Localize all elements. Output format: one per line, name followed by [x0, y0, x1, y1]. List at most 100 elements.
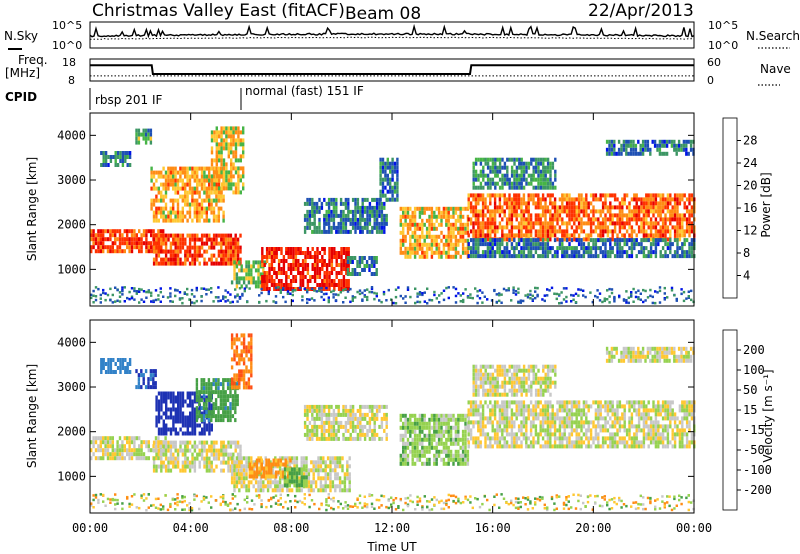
- power-cell: [570, 225, 574, 230]
- power-cell: [217, 198, 220, 203]
- colorbar-tick-label: 16: [743, 201, 757, 215]
- power-cell: [311, 201, 314, 206]
- power-cell: [208, 245, 211, 250]
- power-cell: [188, 174, 192, 179]
- power-cell: [270, 267, 274, 271]
- power-cell: [114, 249, 117, 254]
- power-cell: [205, 214, 208, 219]
- power-cell: [339, 197, 343, 202]
- power-cell: [240, 276, 243, 281]
- power-cell: [428, 222, 431, 227]
- power-cell: [529, 246, 533, 251]
- power-cell: [563, 197, 566, 202]
- velocity-cell: [240, 377, 243, 382]
- power-cell: [689, 147, 693, 152]
- power-cell: [618, 250, 622, 255]
- power-cell: [142, 136, 145, 141]
- power-cell: [289, 279, 293, 283]
- power-cell: [351, 209, 355, 214]
- power-cell: [215, 186, 218, 191]
- power-cell: [361, 205, 364, 210]
- power-cell: [577, 238, 581, 243]
- power-cell: [380, 213, 384, 218]
- power-cell: [396, 161, 399, 166]
- power-cell: [416, 292, 419, 295]
- power-cell: [227, 249, 230, 254]
- power-cell: [213, 166, 216, 171]
- power-cell: [573, 213, 576, 218]
- power-cell: [542, 169, 545, 174]
- power-cell: [652, 197, 655, 202]
- power-cell: [688, 242, 691, 247]
- power-cell: [337, 271, 341, 275]
- power-cell: [683, 242, 686, 247]
- power-cell: [160, 233, 163, 238]
- velocity-cell: [254, 480, 258, 485]
- power-cell: [227, 170, 230, 175]
- power-cell: [423, 300, 426, 303]
- velocity-cell: [116, 366, 120, 370]
- velocity-cell: [210, 423, 213, 428]
- velocity-cell: [162, 427, 165, 432]
- power-cell: [459, 254, 462, 259]
- power-cell: [647, 225, 650, 230]
- power-cell: [373, 256, 376, 260]
- power-cell: [464, 246, 467, 251]
- power-cell: [287, 267, 290, 271]
- velocity-cell: [176, 456, 180, 461]
- velocity-cell: [189, 419, 192, 424]
- power-cell: [375, 213, 379, 218]
- power-cell: [130, 296, 134, 300]
- velocity-cell: [242, 373, 246, 378]
- power-cell: [609, 254, 612, 259]
- power-cell: [517, 300, 520, 304]
- power-cell: [335, 263, 338, 267]
- power-cell: [565, 254, 569, 259]
- power-cell: [486, 173, 490, 178]
- power-cell: [530, 161, 533, 166]
- power-cell: [541, 197, 545, 202]
- velocity-cell: [259, 480, 263, 485]
- power-cell: [121, 155, 125, 159]
- power-cell: [294, 259, 298, 263]
- power-cell: [477, 217, 480, 222]
- velocity-cell: [198, 448, 201, 453]
- power-cell: [413, 246, 417, 251]
- power-cell: [472, 161, 475, 166]
- power-cell: [315, 225, 319, 230]
- power-cell: [430, 250, 434, 255]
- velocity-cell: [250, 353, 253, 358]
- power-cell: [449, 226, 453, 231]
- velocity-cell: [207, 382, 211, 387]
- power-cell: [215, 134, 218, 139]
- power-cell: [406, 246, 410, 251]
- velocity-cell: [160, 460, 163, 465]
- power-cell: [385, 299, 388, 302]
- power-cell: [580, 201, 583, 206]
- power-cell: [164, 233, 168, 238]
- power-cell: [669, 197, 672, 202]
- power-cell: [409, 214, 412, 219]
- power-cell: [520, 250, 523, 255]
- power-cell: [202, 287, 206, 290]
- power-cell: [604, 242, 607, 247]
- power-cell: [570, 250, 574, 255]
- power-cell: [250, 272, 253, 277]
- power-cell: [577, 242, 581, 247]
- velocity-cell: [239, 444, 242, 449]
- power-cell: [527, 181, 531, 186]
- power-cell: [313, 299, 316, 302]
- power-cell: [137, 128, 141, 133]
- power-cell: [373, 213, 376, 218]
- power-cell: [273, 271, 276, 275]
- power-cell: [503, 209, 506, 214]
- power-cell: [486, 193, 490, 198]
- power-cell: [539, 254, 542, 259]
- power-cell: [188, 241, 192, 246]
- power-cell: [661, 209, 665, 214]
- power-cell: [349, 256, 352, 260]
- power-cell: [150, 202, 153, 207]
- power-cell: [608, 151, 611, 156]
- power-cell: [682, 147, 686, 152]
- power-cell: [318, 205, 321, 210]
